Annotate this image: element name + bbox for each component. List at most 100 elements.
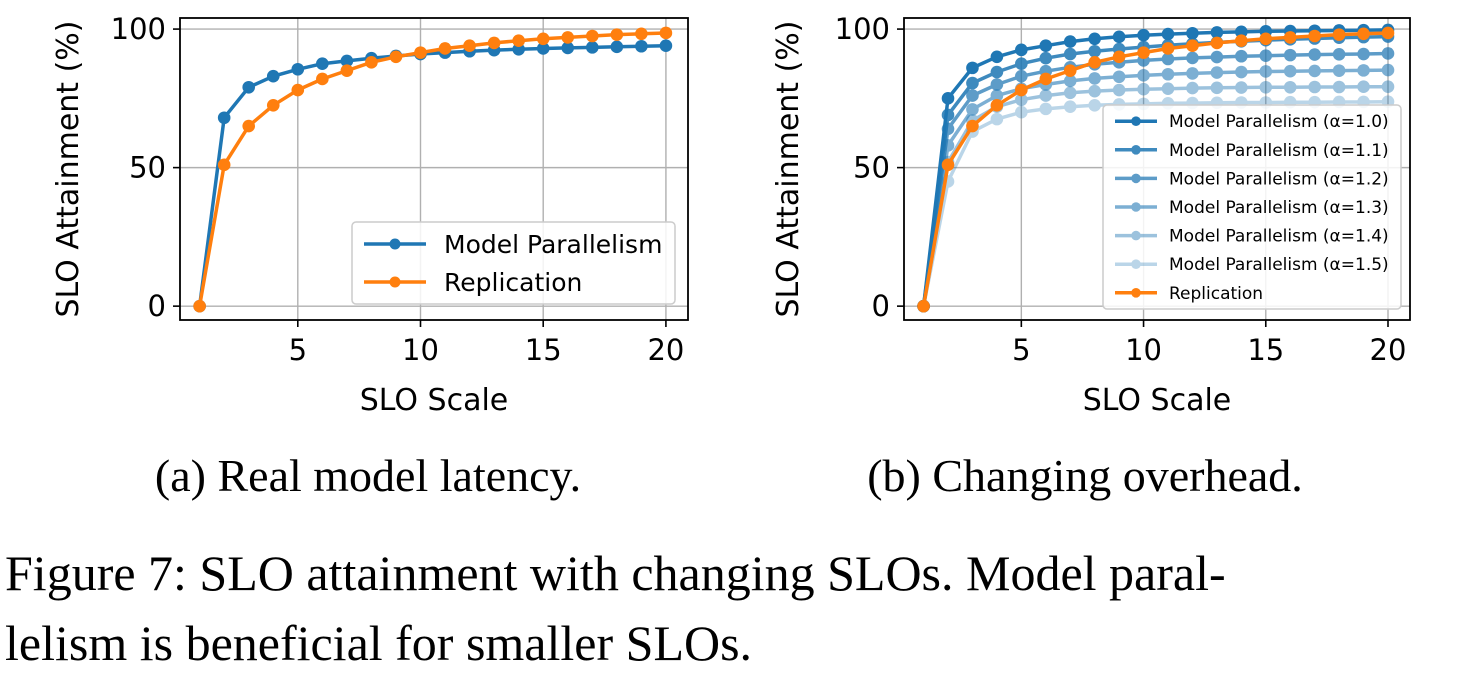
- data-point: [1039, 102, 1053, 116]
- data-point: [659, 39, 673, 53]
- data-point: [1015, 105, 1028, 119]
- data-point: [635, 27, 648, 41]
- data-point: [1186, 81, 1199, 95]
- legend-label: Replication: [1169, 284, 1263, 304]
- data-point: [1137, 46, 1150, 59]
- data-point: [1161, 27, 1175, 41]
- data-point: [1308, 64, 1321, 78]
- legend-entry: Model Parallelism (α=1.0): [1115, 112, 1389, 132]
- data-point: [1235, 34, 1248, 48]
- legend-label: Model Parallelism (α=1.3): [1169, 198, 1389, 218]
- legend: Model Parallelism Replication: [351, 221, 676, 305]
- data-point: [610, 28, 624, 41]
- data-point: [1381, 63, 1395, 77]
- data-point: [217, 158, 231, 172]
- data-point: [1210, 36, 1224, 50]
- data-point: [1381, 80, 1395, 94]
- data-point: [966, 89, 979, 102]
- data-point: [291, 83, 305, 97]
- data-point: [266, 98, 280, 112]
- data-point: [1332, 64, 1346, 77]
- data-point: [1283, 80, 1297, 94]
- data-point: [316, 72, 329, 86]
- data-point: [365, 56, 378, 69]
- figure-caption-line2: lelism is beneficial for smaller SLOs.: [5, 615, 752, 671]
- legend-entry: Model Parallelism (α=1.1): [1115, 141, 1389, 161]
- data-point: [1308, 80, 1321, 94]
- x-tick-label: 10: [402, 333, 439, 367]
- data-point: [1235, 81, 1248, 94]
- data-point: [1210, 26, 1224, 39]
- data-point: [990, 78, 1004, 91]
- y-tick-label: 0: [872, 289, 890, 323]
- data-point: [340, 64, 354, 77]
- axes-frame: [179, 17, 689, 321]
- data-point: [463, 39, 476, 53]
- legend-entry: Model Parallelism (α=1.5): [1115, 255, 1389, 275]
- legend-entry: Model Parallelism (α=1.2): [1115, 169, 1389, 189]
- x-tick-label: 15: [1247, 333, 1284, 367]
- data-point: [1015, 57, 1028, 71]
- data-point: [1063, 64, 1077, 77]
- data-point: [1259, 32, 1273, 46]
- data-point: [1039, 51, 1053, 65]
- legend-marker: [1131, 259, 1141, 270]
- y-axis-label: SLO Attainment (%): [771, 21, 806, 318]
- legend-swatch: [1115, 202, 1157, 212]
- data-point: [1137, 82, 1150, 96]
- data-point: [1210, 50, 1224, 64]
- legend-swatch: [1115, 288, 1157, 298]
- data-point: [242, 80, 256, 94]
- legend-box: [1102, 104, 1402, 310]
- data-point: [1039, 89, 1053, 102]
- data-point: [438, 42, 452, 55]
- subcaption-a: (a) Real model latency.: [155, 450, 581, 501]
- data-point: [389, 50, 403, 64]
- legend-marker: [1131, 288, 1141, 298]
- x-axis-label: SLO Scale: [1083, 383, 1232, 418]
- legend-marker: [389, 238, 401, 250]
- data-point: [966, 76, 979, 90]
- data-point: [966, 61, 979, 75]
- legend-entry: Replication: [1115, 284, 1263, 304]
- x-tick-label: 5: [289, 333, 307, 367]
- data-point: [1259, 80, 1273, 94]
- data-point: [635, 39, 648, 53]
- data-point: [1332, 28, 1346, 41]
- legend-marker: [1131, 202, 1141, 212]
- data-point: [193, 299, 206, 313]
- legend-swatch: [1115, 145, 1157, 155]
- data-point: [966, 103, 979, 116]
- data-point: [1357, 27, 1370, 41]
- data-point: [1308, 29, 1321, 43]
- subcaption-b: (b) Changing overhead.: [867, 450, 1303, 501]
- data-point: [990, 65, 1004, 79]
- data-point: [1112, 50, 1126, 64]
- legend-marker: [1131, 230, 1141, 241]
- data-point: [990, 98, 1004, 112]
- data-point: [1039, 72, 1053, 86]
- data-point: [941, 122, 955, 136]
- data-point: [1357, 80, 1370, 94]
- legend-entry: Model Parallelism: [364, 230, 662, 259]
- data-point: [1063, 35, 1077, 48]
- data-point: [414, 46, 427, 59]
- data-point: [941, 139, 955, 152]
- series-a-1: [193, 26, 673, 313]
- data-point: [1161, 52, 1175, 66]
- legend: Model Parallelism (α=1.0) Model Paralleli…: [1102, 104, 1402, 310]
- data-point: [1235, 65, 1248, 79]
- data-point: [1186, 67, 1199, 80]
- legend-marker: [1131, 145, 1141, 155]
- legend-marker: [1131, 116, 1141, 126]
- data-point: [1259, 65, 1273, 78]
- data-point: [291, 62, 305, 76]
- data-point: [1112, 30, 1126, 44]
- data-point: [1283, 48, 1297, 62]
- data-point: [1112, 83, 1126, 97]
- data-point: [990, 112, 1004, 126]
- data-point: [1063, 74, 1077, 88]
- data-point: [1088, 72, 1101, 85]
- data-point: [1381, 47, 1395, 60]
- data-point: [1088, 44, 1101, 58]
